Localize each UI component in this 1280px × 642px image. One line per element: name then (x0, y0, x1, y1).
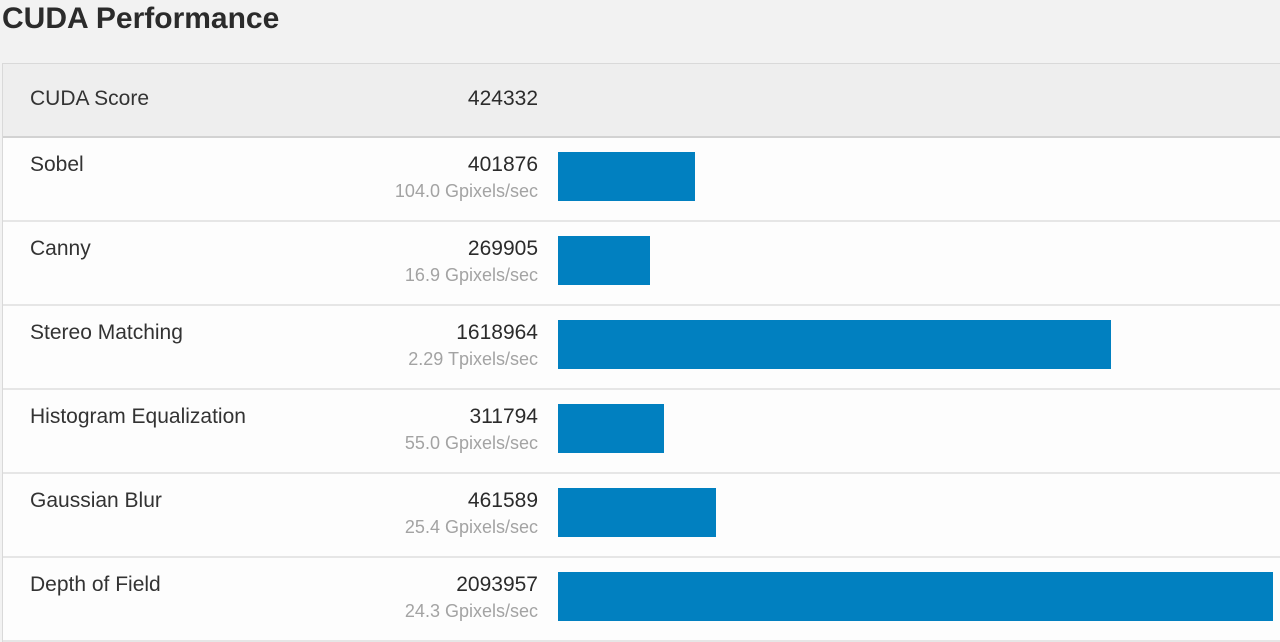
row-name: Stereo Matching (30, 321, 183, 344)
table-row: Stereo Matching 1618964 2.29 Tpixels/sec (3, 306, 1280, 390)
row-name: Canny (30, 237, 91, 260)
table-row: Gaussian Blur 461589 25.4 Gpixels/sec (3, 474, 1280, 558)
score-bar (558, 320, 1111, 369)
row-name: Sobel (30, 153, 84, 176)
table-row: Depth of Field 2093957 24.3 Gpixels/sec (3, 558, 1280, 642)
row-score: 401876 (467, 153, 538, 176)
row-score: 2093957 (456, 573, 538, 596)
row-rate: 2.29 Tpixels/sec (408, 349, 538, 369)
summary-row: CUDA Score 424332 (3, 64, 1280, 138)
table-row: Sobel 401876 104.0 Gpixels/sec (3, 138, 1280, 222)
row-rate: 25.4 Gpixels/sec (404, 517, 538, 537)
table-row: Histogram Equalization 311794 55.0 Gpixe… (3, 390, 1280, 474)
score-bar (558, 572, 1273, 621)
row-rate: 55.0 Gpixels/sec (404, 433, 538, 453)
table-row: Canny 269905 16.9 Gpixels/sec (3, 222, 1280, 306)
row-rate: 16.9 Gpixels/sec (404, 265, 538, 285)
score-bar (558, 404, 664, 453)
row-rate: 104.0 Gpixels/sec (394, 181, 538, 201)
page-title: CUDA Performance (2, 2, 280, 35)
score-bar (558, 236, 650, 285)
summary-score: 424332 (467, 87, 538, 110)
row-rate: 24.3 Gpixels/sec (404, 601, 538, 621)
row-name: Depth of Field (30, 573, 161, 596)
summary-label: CUDA Score (30, 87, 150, 110)
row-score: 311794 (469, 405, 538, 428)
benchmark-table: CUDA Score 424332 Sobel 401876 104.0 Gpi… (2, 63, 1280, 642)
score-bar (558, 152, 695, 201)
row-name: Gaussian Blur (30, 489, 162, 512)
row-score: 461589 (467, 489, 538, 512)
row-name: Histogram Equalization (30, 405, 246, 428)
score-bar (558, 488, 716, 537)
row-score: 1618964 (456, 321, 538, 344)
row-score: 269905 (467, 237, 538, 260)
